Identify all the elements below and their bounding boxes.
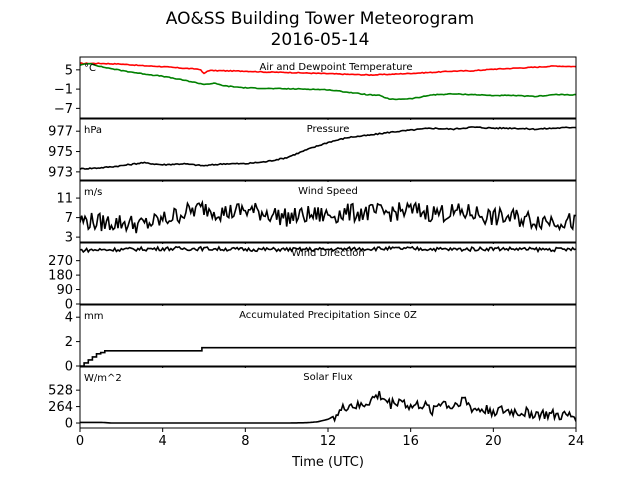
panel-title-wdir: Wind Direction: [291, 248, 365, 259]
panel-pres: 973 975 977 hPa Pressure: [48, 118, 577, 181]
series-line-solr-0: [80, 390, 576, 424]
ytick-label-pres-1: 975: [48, 145, 73, 160]
figure-title-line2: 2016-05-14: [271, 30, 370, 50]
series-line-temp-0: [80, 62, 576, 77]
panel-title-solr: Solar Flux: [303, 372, 353, 383]
ytick-label-wdir-0: 0: [65, 298, 73, 313]
ytick-label-solr-1: 264: [48, 400, 73, 415]
panel-prcp: 0 2 4 mm Accumulated Precipitation Since 0Z: [65, 304, 577, 375]
ytick-label-solr-0: 0: [65, 417, 73, 432]
series-line-wdir-0: [80, 245, 576, 254]
x-axis: 0 4 8 12 16 20 24: [76, 118, 584, 449]
xtick-label-6: 24: [568, 434, 585, 449]
series-line-prcp-0: [80, 346, 576, 366]
series-line-pres-0: [80, 126, 576, 170]
panel-temp: 5 −1 −7 °C Air and Dewpoint Temperature: [54, 56, 577, 119]
series-line-wspd-0: [80, 199, 576, 234]
xtick-label-0: 0: [76, 434, 84, 449]
panel-wspd: 3 7 11 m/s Wind Speed: [56, 180, 577, 246]
xtick-label-4: 16: [402, 434, 419, 449]
ytick-label-temp-2: −7: [54, 102, 73, 117]
panel-title-temp: Air and Dewpoint Temperature: [260, 62, 413, 73]
panel-title-prcp: Accumulated Precipitation Since 0Z: [239, 310, 417, 321]
ytick-label-wdir-1: 90: [56, 283, 73, 298]
ytick-label-wspd-0: 3: [65, 231, 73, 246]
panel-title-pres: Pressure: [307, 124, 350, 135]
panels-group: 5−1−7°C Air and Dewpoint Temperature97397…: [48, 56, 577, 432]
ytick-label-wspd-2: 11: [56, 192, 73, 207]
unit-label-solr: W/m^2: [84, 373, 122, 384]
panel-title-wspd: Wind Speed: [298, 186, 358, 197]
ytick-label-prcp-0: 0: [65, 360, 73, 375]
xtick-label-3: 12: [320, 434, 337, 449]
ytick-label-wdir-3: 270: [48, 254, 73, 269]
xtick-label-5: 20: [485, 434, 502, 449]
ytick-label-wdir-2: 180: [48, 269, 73, 284]
ytick-label-temp-1: −1: [54, 83, 73, 98]
ytick-label-pres-0: 973: [48, 165, 73, 180]
ytick-label-wspd-1: 7: [65, 211, 73, 226]
xtick-label-2: 8: [241, 434, 249, 449]
ytick-label-prcp-2: 4: [65, 311, 73, 326]
xtick-label-1: 4: [159, 434, 167, 449]
ytick-label-temp-0: 5: [65, 63, 73, 78]
unit-label-temp: °C: [84, 63, 96, 74]
series-line-temp-1: [80, 62, 576, 101]
figure-title-line1: AO&SS Building Tower Meteorogram: [166, 9, 474, 29]
unit-label-prcp: mm: [84, 311, 103, 322]
unit-label-wspd: m/s: [84, 187, 102, 198]
ytick-label-solr-2: 528: [48, 384, 73, 399]
ytick-label-pres-2: 977: [48, 125, 73, 140]
unit-label-pres: hPa: [84, 125, 102, 136]
ytick-label-prcp-1: 2: [65, 335, 73, 350]
x-axis-label: Time (UTC): [291, 455, 364, 470]
